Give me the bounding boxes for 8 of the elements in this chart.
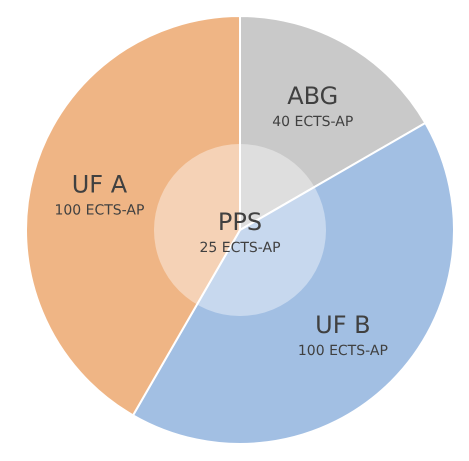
data-label: 40 ECTS-AP	[272, 114, 354, 130]
slice-label: UF B	[315, 310, 371, 339]
slice-label: UF A	[72, 170, 128, 198]
slice-label: ABG	[287, 82, 338, 110]
data-label: 100 ECTS-AP	[54, 202, 144, 218]
data-label: 25 ECTS-AP	[199, 240, 281, 256]
data-label: 100 ECTS-AP	[298, 342, 388, 359]
slice-label: PPS	[218, 208, 262, 236]
